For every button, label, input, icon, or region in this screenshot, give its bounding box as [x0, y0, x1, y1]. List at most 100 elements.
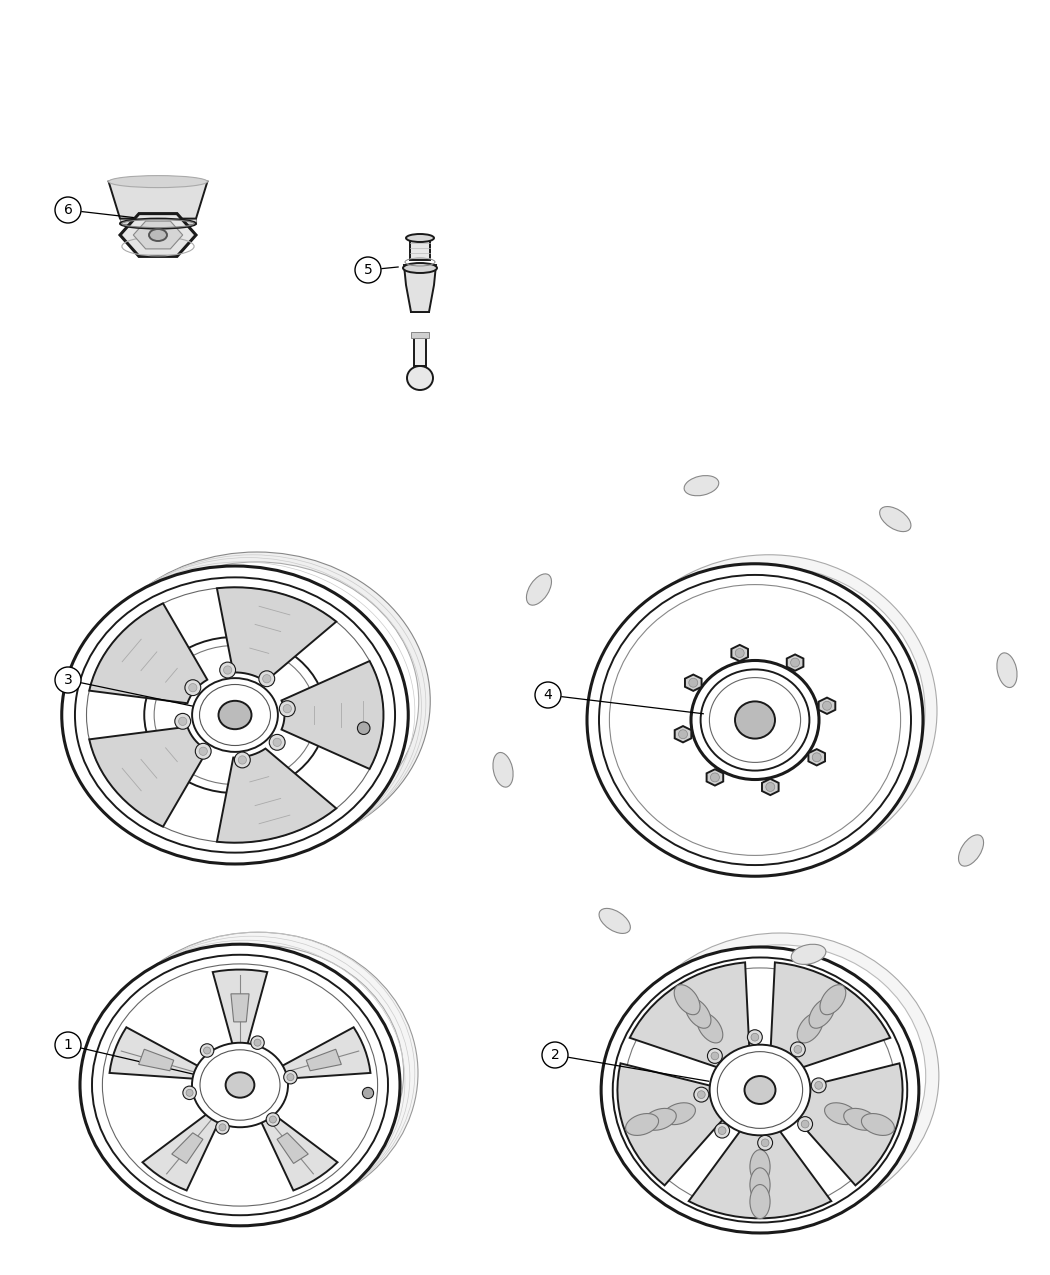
Polygon shape [109, 1028, 201, 1079]
Ellipse shape [192, 678, 278, 752]
Ellipse shape [406, 235, 434, 242]
Circle shape [183, 1086, 196, 1099]
Ellipse shape [691, 660, 819, 779]
Ellipse shape [108, 176, 208, 187]
Polygon shape [793, 1063, 903, 1186]
Circle shape [689, 678, 698, 687]
Ellipse shape [96, 562, 419, 840]
Ellipse shape [634, 945, 926, 1207]
FancyBboxPatch shape [414, 337, 426, 366]
Circle shape [215, 1121, 229, 1133]
Text: 2: 2 [550, 1048, 560, 1062]
Ellipse shape [810, 998, 835, 1028]
Circle shape [355, 258, 381, 283]
Polygon shape [260, 1113, 337, 1191]
Circle shape [224, 666, 232, 674]
Circle shape [794, 1046, 802, 1053]
Circle shape [813, 752, 821, 761]
Circle shape [270, 1116, 276, 1123]
Polygon shape [172, 1132, 203, 1164]
Polygon shape [617, 1063, 727, 1186]
Polygon shape [771, 963, 890, 1070]
Circle shape [178, 718, 187, 725]
Circle shape [269, 734, 286, 750]
Ellipse shape [861, 1113, 895, 1136]
Polygon shape [819, 697, 836, 714]
Circle shape [204, 1047, 211, 1054]
Polygon shape [808, 750, 825, 765]
Ellipse shape [526, 574, 551, 606]
Circle shape [715, 1123, 730, 1139]
Circle shape [279, 701, 295, 717]
Polygon shape [213, 969, 268, 1046]
Ellipse shape [880, 506, 911, 532]
Ellipse shape [735, 701, 775, 738]
Ellipse shape [587, 564, 923, 876]
Polygon shape [143, 1113, 219, 1191]
Circle shape [711, 1052, 719, 1060]
Circle shape [55, 1031, 81, 1058]
Ellipse shape [824, 1103, 858, 1125]
Polygon shape [630, 963, 750, 1070]
Circle shape [542, 1042, 568, 1068]
Circle shape [259, 671, 275, 687]
Circle shape [189, 683, 197, 692]
Circle shape [694, 1088, 709, 1102]
Circle shape [186, 1089, 193, 1096]
Circle shape [201, 1044, 214, 1057]
FancyBboxPatch shape [411, 292, 429, 312]
Circle shape [761, 1139, 769, 1146]
Ellipse shape [613, 566, 925, 856]
Circle shape [815, 1081, 822, 1089]
Polygon shape [231, 993, 249, 1021]
Ellipse shape [744, 1076, 776, 1104]
Circle shape [185, 680, 201, 696]
Ellipse shape [80, 945, 400, 1225]
Circle shape [254, 1039, 261, 1047]
Polygon shape [675, 725, 691, 742]
Circle shape [708, 1048, 722, 1063]
Text: 5: 5 [363, 263, 373, 277]
Circle shape [765, 783, 775, 792]
Circle shape [362, 1088, 374, 1099]
Circle shape [758, 1135, 773, 1150]
Circle shape [536, 682, 561, 708]
Circle shape [812, 1077, 826, 1093]
Circle shape [751, 1033, 759, 1042]
Circle shape [219, 662, 235, 678]
Circle shape [273, 738, 281, 746]
Ellipse shape [750, 1168, 770, 1202]
Polygon shape [133, 221, 183, 249]
Polygon shape [689, 1126, 832, 1218]
Ellipse shape [686, 998, 711, 1028]
Ellipse shape [750, 1150, 770, 1183]
Ellipse shape [492, 752, 513, 787]
Ellipse shape [622, 933, 939, 1219]
Ellipse shape [62, 566, 408, 864]
Circle shape [748, 1030, 762, 1044]
Ellipse shape [644, 1108, 676, 1130]
Ellipse shape [792, 945, 826, 964]
Circle shape [55, 198, 81, 223]
Polygon shape [404, 265, 436, 312]
Ellipse shape [750, 1184, 770, 1219]
Circle shape [791, 658, 799, 667]
Circle shape [801, 1121, 808, 1128]
Ellipse shape [674, 984, 700, 1015]
Ellipse shape [663, 1103, 695, 1125]
Polygon shape [139, 1049, 173, 1071]
Ellipse shape [685, 476, 719, 496]
Ellipse shape [601, 947, 919, 1233]
Ellipse shape [710, 1044, 811, 1135]
Circle shape [718, 1127, 726, 1135]
Ellipse shape [600, 908, 630, 933]
Polygon shape [685, 674, 701, 691]
Polygon shape [732, 645, 748, 662]
Circle shape [219, 1123, 226, 1131]
Circle shape [251, 1037, 265, 1049]
Ellipse shape [144, 638, 326, 793]
Ellipse shape [959, 835, 984, 866]
Circle shape [697, 1090, 706, 1099]
Ellipse shape [820, 984, 846, 1015]
Text: 6: 6 [64, 203, 72, 217]
